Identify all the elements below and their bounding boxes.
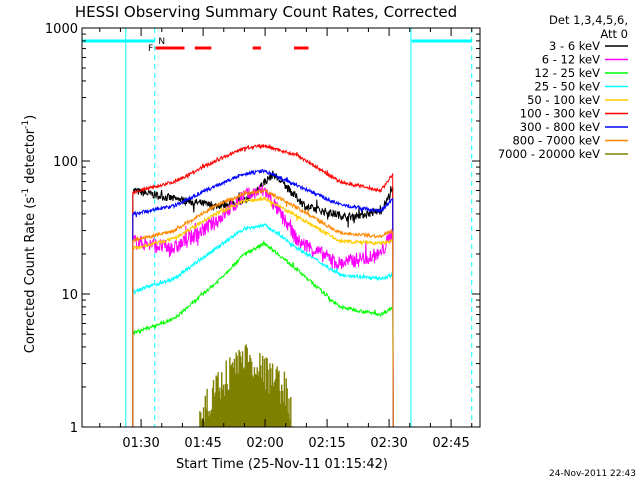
series-line <box>132 195 394 427</box>
legend-entry: 3 - 6 keV <box>549 39 600 53</box>
y-tick-label: 100 <box>53 155 78 170</box>
y-tick-label: 1 <box>70 421 78 436</box>
x-tick-label: 02:00 <box>246 436 283 451</box>
series-line <box>132 187 394 427</box>
x-tick-label: 01:30 <box>122 436 159 451</box>
series-line <box>198 344 295 427</box>
plot-area: FN <box>82 28 473 427</box>
legend-entry: 50 - 100 keV <box>527 93 600 107</box>
chart-title: HESSI Observing Summary Count Rates, Cor… <box>75 3 457 21</box>
legend-entry: 800 - 7000 keV <box>512 134 600 148</box>
legend-entry: 100 - 300 keV <box>520 107 600 121</box>
y-tick-label: 1000 <box>45 22 78 37</box>
series-line <box>132 168 394 427</box>
legend-entry: 6 - 12 keV <box>542 53 600 67</box>
axes: 1 10 100 1000 01:30 01:45 02:00 02:15 02:30 02:45 <box>45 22 481 451</box>
night-flag-label: N <box>158 37 165 47</box>
y-tick-label: 10 <box>61 288 78 303</box>
y-axis-label: Corrected Count Rate (s-1 detector-1) <box>21 115 38 353</box>
series-line <box>132 184 394 427</box>
plot-frame <box>81 27 481 428</box>
series-line <box>132 222 394 427</box>
legend-header-line1: Det 1,3,4,5,6, <box>549 13 628 27</box>
x-tick-label: 02:30 <box>370 436 407 451</box>
legend-header-line2: Att 0 <box>600 27 628 41</box>
series-line <box>132 143 394 427</box>
legend-entry: 300 - 800 keV <box>520 120 600 134</box>
x-tick-label: 02:45 <box>432 436 469 451</box>
legend-entry: 25 - 50 keV <box>534 80 600 94</box>
legend-entry: 7000 - 20000 keV <box>498 147 600 161</box>
x-tick-label: 02:15 <box>308 436 345 451</box>
series-line <box>132 239 394 427</box>
x-tick-label: 01:45 <box>184 436 221 451</box>
timestamp: 24-Nov-2011 22:43 <box>549 469 636 479</box>
legend-entry: 12 - 25 keV <box>534 66 600 80</box>
flare-flag-label: F <box>148 44 153 54</box>
x-axis-label: Start Time (25-Nov-11 01:15:42) <box>176 457 388 472</box>
